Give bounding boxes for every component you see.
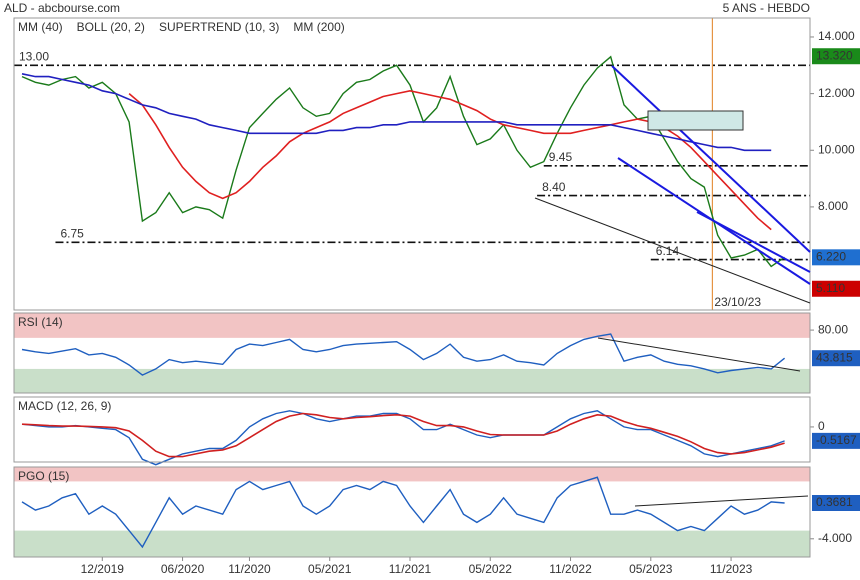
zone-band — [14, 368, 810, 393]
page-title: ALD - abcbourse.com — [4, 1, 120, 15]
value-box — [812, 249, 860, 266]
level-label: 9.45 — [549, 150, 573, 164]
panel-background — [14, 18, 810, 310]
y-tick-label: 80.00 — [818, 322, 848, 336]
y-tick-label: -4.000 — [818, 531, 852, 545]
panel-title: MACD (12, 26, 9) — [18, 399, 111, 413]
trend-line — [611, 65, 811, 253]
series-line — [21, 333, 786, 376]
value-box-label: -0.5167 — [816, 433, 857, 447]
value-box-label: 13.320 — [816, 48, 853, 62]
panel-frame — [13, 312, 811, 394]
level-label: 6.75 — [60, 226, 84, 240]
legend-entry: MM (40) — [18, 20, 63, 34]
level-label: 8.40 — [542, 180, 566, 194]
panel-frame — [13, 396, 811, 463]
x-tick-label: 05/2022 — [469, 562, 513, 576]
y-tick-label: 10.000 — [818, 142, 855, 156]
x-tick-label: 11/2021 — [389, 562, 432, 576]
legend-entry: BOLL (20, 2) — [77, 20, 145, 34]
y-tick-label: 14.000 — [818, 29, 855, 43]
x-tick-label: 06/2020 — [161, 562, 205, 576]
y-tick-label: 0 — [818, 419, 825, 433]
event-label: 23/10/23 — [714, 295, 761, 309]
zone-box — [647, 110, 744, 131]
value-box-label: 43.815 — [816, 350, 853, 364]
value-box — [812, 280, 860, 297]
panel-title: PGO (15) — [18, 469, 69, 483]
y-tick-label: 8.000 — [818, 199, 848, 213]
value-box — [812, 48, 860, 65]
trend-line — [534, 197, 811, 304]
zone-band — [14, 467, 810, 482]
value-box-label: 0.3681 — [816, 495, 853, 509]
series-line — [21, 476, 785, 549]
value-box — [812, 350, 860, 367]
level-label: 6.14 — [656, 244, 680, 258]
zone-band — [14, 530, 810, 557]
legend-entry: SUPERTREND (10, 3) — [159, 20, 279, 34]
trend-line — [696, 211, 811, 273]
x-tick-label: 11/2023 — [710, 562, 753, 576]
x-tick-label: 12/2019 — [81, 562, 125, 576]
x-tick-label: 11/2020 — [228, 562, 271, 576]
panel-background — [14, 397, 810, 462]
x-tick-label: 11/2022 — [549, 562, 592, 576]
zone-band — [14, 313, 810, 338]
value-box-label: 5.110 — [816, 281, 845, 295]
trend-lines — [534, 65, 811, 507]
period: 5 ANS - HEBDO — [723, 1, 810, 15]
y-tick-label: 12.000 — [818, 86, 855, 100]
series-line — [21, 412, 785, 458]
legend-entry: MM (200) — [293, 20, 344, 34]
series-line — [21, 73, 772, 152]
panel-frame — [13, 466, 811, 558]
x-tick-label: 05/2023 — [629, 562, 673, 576]
value-box-label: 6.220 — [816, 249, 846, 263]
panel-frame — [13, 17, 811, 311]
plots: 14.000 12.000 10.000 8.000 13.00 9.45 8.40 6.75… — [13, 17, 860, 576]
panel-title: RSI (14) — [18, 315, 63, 329]
trend-line — [634, 495, 809, 507]
level-label: 13.00 — [19, 49, 49, 63]
value-box — [812, 432, 860, 449]
trend-line — [597, 337, 801, 372]
value-box — [812, 494, 860, 511]
x-tick-label: 05/2021 — [308, 562, 352, 576]
